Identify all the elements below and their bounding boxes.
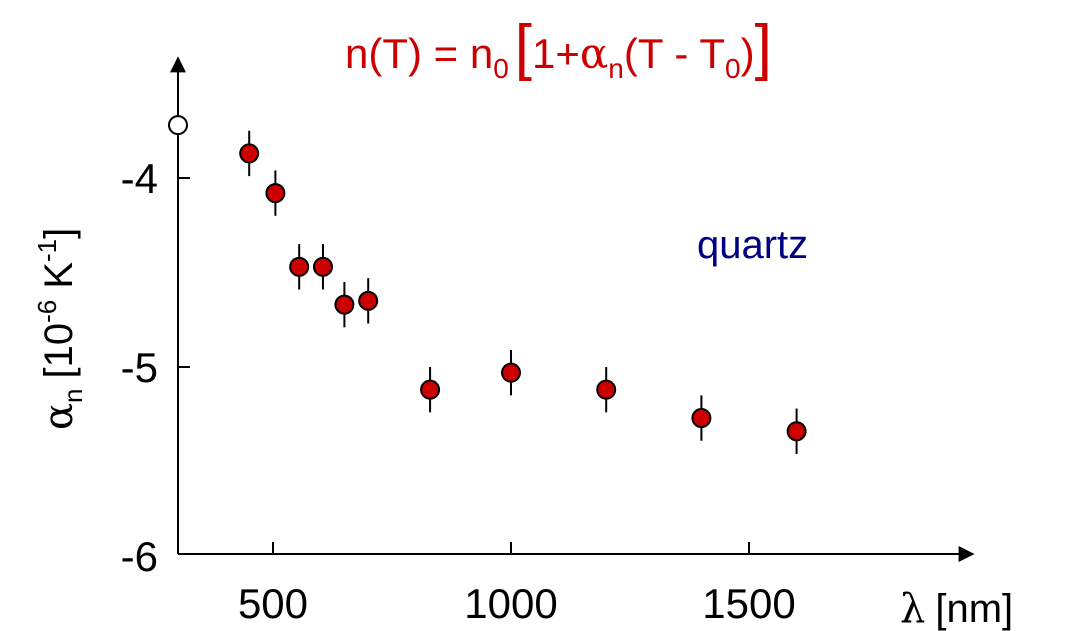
data-point bbox=[501, 362, 521, 383]
x-ticks: 500 1000 1500 bbox=[238, 542, 796, 627]
y-tick-label: -4 bbox=[121, 155, 158, 202]
data-point bbox=[312, 256, 333, 277]
y-axis-label: αn[10-6 K-1] bbox=[32, 228, 88, 430]
data-point bbox=[289, 256, 310, 277]
data-points bbox=[168, 115, 807, 454]
data-point bbox=[358, 290, 379, 311]
chart-title: n(T) = n0[1+αn(T - T0)] bbox=[345, 13, 772, 84]
x-tick-label: 1000 bbox=[464, 580, 557, 627]
x-tick-label: 1500 bbox=[702, 580, 795, 627]
x-axis-label: λ [nm] bbox=[900, 586, 1013, 631]
data-point bbox=[239, 143, 260, 164]
x-tick-label: 500 bbox=[238, 580, 308, 627]
y-ticks: -4 -5 -6 bbox=[121, 155, 190, 580]
y-tick-label: -6 bbox=[121, 533, 158, 580]
data-point bbox=[265, 183, 286, 204]
data-point bbox=[596, 379, 617, 400]
data-point bbox=[786, 421, 807, 442]
annotation-quartz: quartz bbox=[697, 223, 808, 267]
y-tick-label: -5 bbox=[121, 344, 158, 391]
data-point bbox=[334, 294, 355, 315]
data-point bbox=[691, 408, 712, 429]
data-point bbox=[420, 379, 441, 400]
open-data-point bbox=[168, 115, 188, 136]
